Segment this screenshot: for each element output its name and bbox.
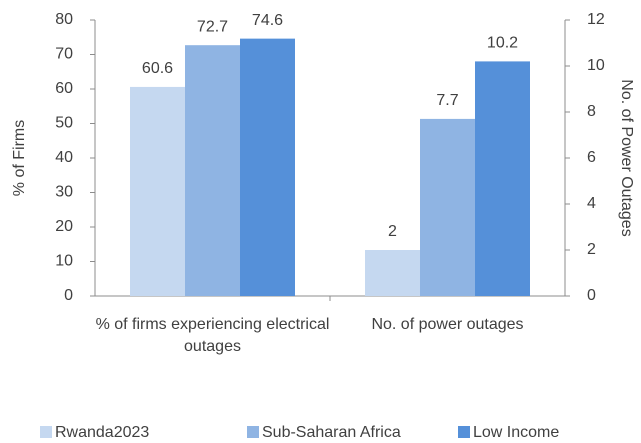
y2-tick-label: 10	[587, 57, 605, 74]
x-tick-label: No. of power outages	[371, 316, 524, 333]
legend-label: Sub-Saharan Africa	[262, 424, 401, 441]
legend-label: Low Income	[473, 424, 559, 441]
data-label: 74.6	[252, 12, 283, 29]
y-tick-label: 10	[55, 253, 73, 270]
bar	[130, 86, 185, 297]
y-tick-label: 0	[64, 287, 73, 304]
data-label: 72.7	[197, 18, 228, 35]
legend-swatch	[247, 426, 259, 438]
y2-axis-label: No. of Power Outages	[618, 79, 635, 236]
y-tick-label: 60	[55, 80, 73, 97]
bar	[420, 118, 475, 297]
data-label: 7.7	[436, 92, 458, 109]
data-label: 2	[388, 223, 397, 240]
bar	[365, 250, 420, 296]
y2-tick-label: 4	[587, 195, 596, 212]
data-label: 60.6	[142, 60, 173, 77]
x-tick-label: % of firms experiencing electrical outag…	[95, 316, 330, 355]
y2-tick-label: 0	[587, 287, 596, 304]
bar	[475, 61, 530, 297]
y-tick-label: 20	[55, 218, 73, 235]
legend-swatch	[458, 426, 470, 438]
y2-tick-label: 12	[587, 11, 605, 28]
legend-swatch	[40, 426, 52, 438]
y-tick-label: 30	[55, 184, 73, 201]
data-label: 10.2	[487, 35, 518, 52]
y-tick-label: 50	[55, 115, 73, 132]
y-tick-label: 80	[55, 11, 73, 28]
y2-tick-label: 8	[587, 103, 596, 120]
legend-label: Rwanda2023	[55, 424, 149, 441]
bar	[240, 38, 295, 296]
y2-tick-label: 6	[587, 149, 596, 166]
y-axis-label: % of Firms	[11, 120, 28, 196]
bar	[185, 45, 240, 297]
y-tick-label: 40	[55, 149, 73, 166]
y2-tick-label: 2	[587, 241, 596, 258]
y-tick-label: 70	[55, 46, 73, 63]
